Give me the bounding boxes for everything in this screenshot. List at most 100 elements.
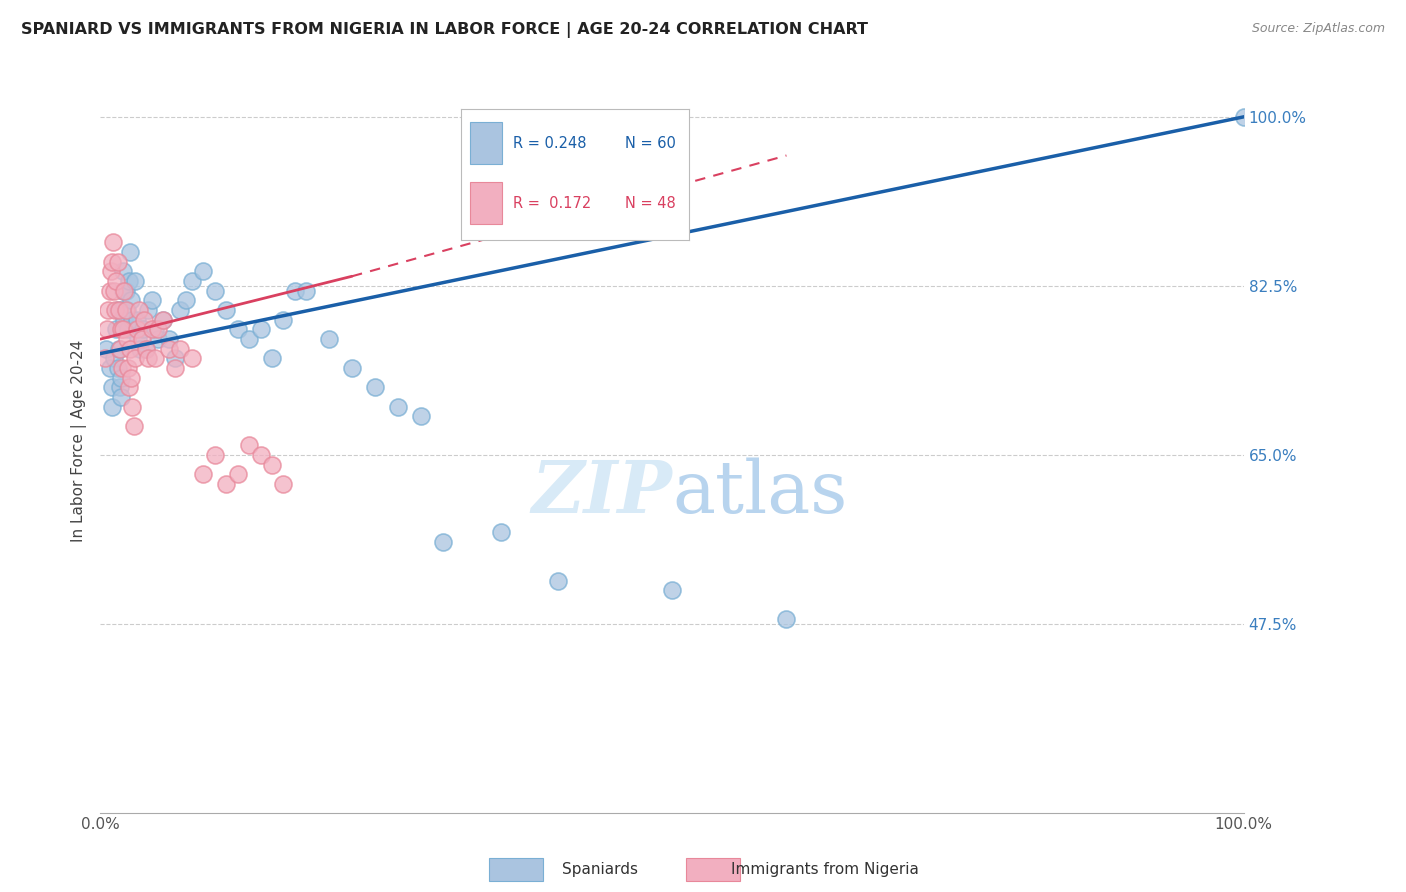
Point [107, 342, 129, 356]
Point [101, 254, 124, 268]
Point [114, 303, 136, 318]
Point [118, 274, 141, 288]
Point [111, 303, 134, 318]
Point [135, 342, 157, 356]
Text: Source: ZipAtlas.com: Source: ZipAtlas.com [1251, 22, 1385, 36]
Point [204, 448, 226, 462]
Point [364, 380, 387, 394]
Point [101, 380, 124, 394]
Point [107, 361, 129, 376]
Point [129, 342, 152, 356]
Point [238, 332, 260, 346]
Point [111, 361, 134, 376]
Point [260, 458, 283, 472]
Point [120, 370, 142, 384]
Point [1233, 110, 1256, 124]
Point [94, 351, 117, 366]
Point [121, 312, 143, 326]
Point [131, 332, 153, 346]
Point [110, 322, 132, 336]
Point [226, 322, 249, 336]
Point [152, 312, 174, 326]
Point [100, 264, 122, 278]
Point [215, 303, 238, 318]
Point [120, 293, 142, 308]
Point [98, 284, 121, 298]
Point [193, 467, 215, 482]
Point [146, 322, 169, 336]
Point [163, 361, 186, 376]
Point [141, 322, 163, 336]
Point [238, 438, 260, 452]
Y-axis label: In Labor Force | Age 20-24: In Labor Force | Age 20-24 [72, 339, 87, 541]
Point [132, 312, 155, 326]
Point [110, 390, 132, 404]
Point [226, 467, 249, 482]
Point [193, 264, 215, 278]
Text: Immigrants from Nigeria: Immigrants from Nigeria [731, 863, 920, 877]
Point [98, 361, 121, 376]
Point [318, 332, 340, 346]
Point [163, 351, 186, 366]
Point [249, 448, 271, 462]
Point [94, 342, 117, 356]
Point [118, 380, 141, 394]
Point [120, 245, 142, 260]
Point [284, 284, 307, 298]
Point [121, 400, 143, 414]
Point [124, 274, 146, 288]
Point [661, 583, 683, 598]
Point [114, 312, 136, 326]
Point [138, 303, 160, 318]
Point [107, 303, 129, 318]
Point [101, 235, 124, 250]
Point [135, 342, 157, 356]
Point [97, 303, 120, 318]
Point [249, 322, 271, 336]
Point [103, 351, 125, 366]
Point [152, 312, 174, 326]
Text: SPANIARD VS IMMIGRANTS FROM NIGERIA IN LABOR FORCE | AGE 20-24 CORRELATION CHART: SPANIARD VS IMMIGRANTS FROM NIGERIA IN L… [21, 22, 868, 38]
Point [174, 293, 197, 308]
Point [105, 322, 128, 336]
Point [547, 574, 569, 588]
Point [101, 400, 124, 414]
Point [432, 535, 454, 549]
Point [260, 351, 283, 366]
Point [112, 322, 135, 336]
Point [169, 303, 191, 318]
Point [125, 312, 148, 326]
Point [96, 322, 118, 336]
Point [115, 332, 138, 346]
Point [103, 284, 125, 298]
Point [124, 351, 146, 366]
Point [114, 284, 136, 298]
Point [110, 370, 132, 384]
Point [132, 322, 155, 336]
Point [295, 284, 318, 298]
Point [127, 332, 149, 346]
Point [108, 342, 131, 356]
Point [108, 380, 131, 394]
Point [125, 322, 148, 336]
Point [115, 303, 138, 318]
Point [122, 419, 145, 434]
Point [775, 612, 797, 626]
Point [340, 361, 363, 376]
Point [141, 293, 163, 308]
Point [143, 351, 166, 366]
Point [409, 409, 432, 424]
Point [143, 322, 166, 336]
Point [114, 284, 136, 298]
Point [157, 342, 180, 356]
Text: atlas: atlas [672, 458, 848, 528]
Point [273, 477, 295, 491]
Point [204, 284, 226, 298]
Text: ZIP: ZIP [531, 457, 672, 528]
Text: Spaniards: Spaniards [562, 863, 638, 877]
Point [107, 303, 129, 318]
Point [169, 342, 191, 356]
Point [180, 351, 202, 366]
Point [138, 351, 160, 366]
Point [489, 525, 512, 540]
